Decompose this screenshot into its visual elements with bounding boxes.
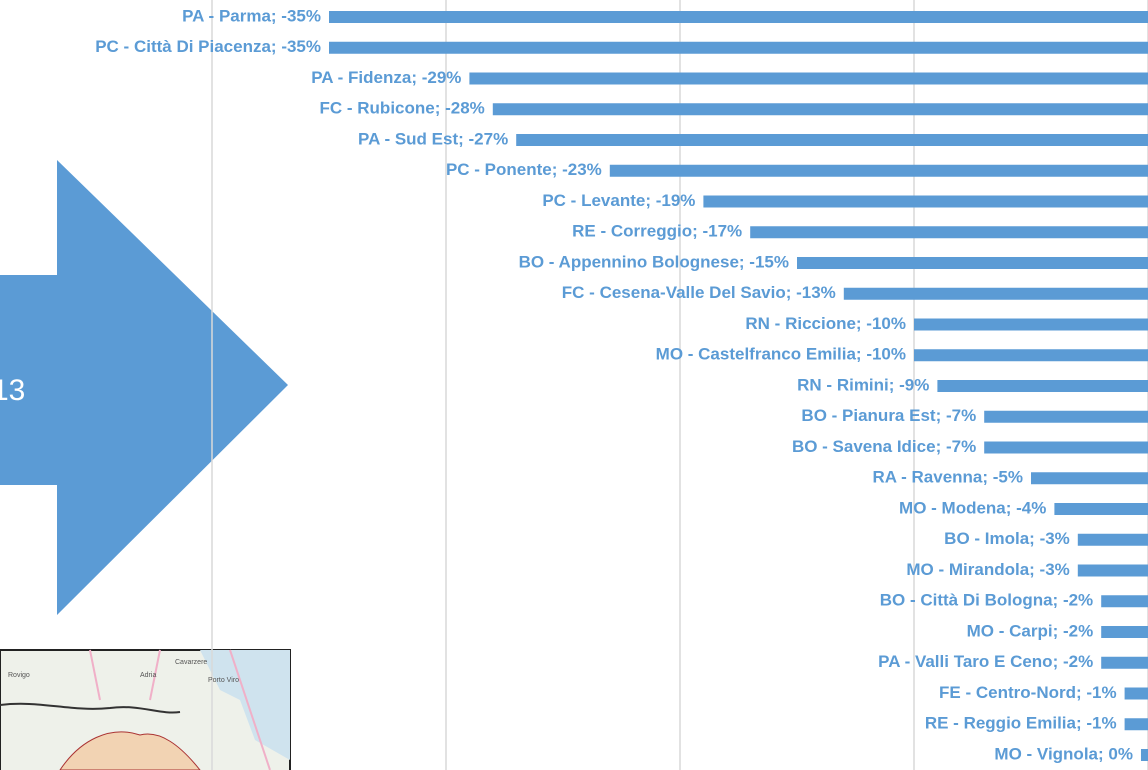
bar (329, 41, 1148, 54)
bar (843, 287, 1148, 300)
bar-label: MO - Castelfranco Emilia; -10% (656, 345, 906, 364)
bar-label: PA - Sud Est; -27% (358, 129, 508, 148)
bar (797, 257, 1148, 269)
bar (1140, 749, 1148, 761)
bar (703, 195, 1148, 208)
bar (1054, 503, 1148, 515)
bar-label: MO - Carpi; -2% (967, 621, 1094, 640)
map-sea (200, 650, 290, 760)
bar (914, 318, 1148, 331)
arrow-text: 13 (0, 374, 25, 407)
bar (1101, 656, 1148, 669)
bar-label: BO - Savena Idice; -7% (792, 437, 976, 456)
bar-label: FE - Centro-Nord; -1% (939, 683, 1117, 702)
bar (1031, 472, 1148, 485)
bar-label: PA - Fidenza; -29% (311, 68, 461, 87)
bar (492, 103, 1148, 116)
bar-label: BO - Appennino Bolognese; -15% (519, 252, 789, 271)
bar-label: BO - Città Di Bologna; -2% (880, 591, 1093, 610)
map-label: Adria (140, 672, 156, 679)
bar (984, 441, 1148, 454)
bar-label: MO - Modena; -4% (899, 498, 1046, 517)
bar (1124, 718, 1148, 731)
bar-label: PC - Levante; -19% (542, 191, 695, 210)
bar-label: FC - Rubicone; -28% (320, 99, 485, 118)
bar-label: RN - Riccione; -10% (745, 314, 906, 333)
bar (469, 72, 1148, 85)
bar-label: RE - Correggio; -17% (572, 222, 742, 241)
bar (937, 380, 1148, 392)
map-label: Porto Viro (208, 677, 239, 684)
bar-label: PA - Valli Taro E Ceno; -2% (878, 652, 1093, 671)
chart: PA - Parma; -35% PC - Città Di Piacenza; … (95, 0, 1148, 770)
bar (1077, 564, 1148, 577)
bar-label: BO - Pianura Est; -7% (801, 406, 976, 425)
bar-label: RA - Ravenna; -5% (872, 468, 1023, 487)
bar (1101, 595, 1148, 608)
bar (1101, 626, 1148, 638)
map (0, 649, 291, 770)
arrow (0, 160, 288, 615)
map-label: Cavarzere (175, 659, 207, 666)
bar-label: MO - Vignola; 0% (994, 744, 1133, 763)
bar-label: PC - Città Di Piacenza; -35% (95, 37, 321, 56)
bar-label: BO - Imola; -3% (944, 529, 1070, 548)
map-roads (89, 649, 271, 770)
map-region (59, 731, 201, 770)
bar-label: RE - Reggio Emilia; -1% (925, 714, 1117, 733)
bar (914, 349, 1148, 362)
bar-label: MO - Mirandola; -3% (906, 560, 1069, 579)
bar (609, 164, 1148, 177)
bar (1077, 533, 1148, 546)
map-border (0, 702, 181, 714)
bar-label: PA - Parma; -35% (182, 6, 321, 25)
bar (984, 410, 1148, 423)
bar (516, 134, 1148, 146)
bar (1124, 687, 1148, 700)
bar-label: FC - Cesena-Valle Del Savio; -13% (562, 283, 836, 302)
bar (329, 11, 1148, 23)
bar-label: PC - Ponente; -23% (446, 160, 602, 179)
bar-label: RN - Rimini; -9% (797, 375, 929, 394)
map-label: Rovigo (8, 672, 30, 679)
bar (750, 226, 1148, 239)
